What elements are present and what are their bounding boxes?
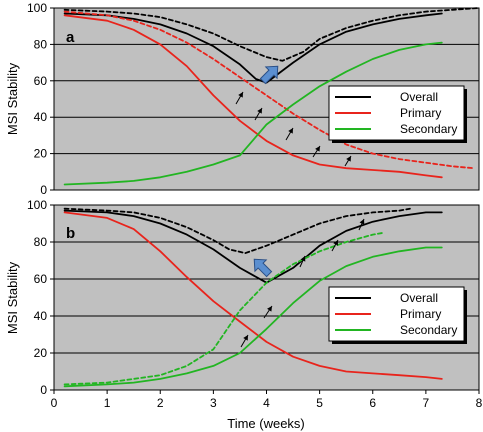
series-line-overall-solid [63, 12, 443, 84]
x-axis-label: Time (weeks) [227, 416, 305, 431]
legend-label-primary: Primary [400, 106, 441, 120]
y-tick-label: 60 [34, 272, 48, 286]
y-tick-labels-b: 0 20 40 60 80 100 [27, 198, 54, 397]
annotation-arrow [299, 255, 306, 268]
panel-b: 0 20 40 60 80 100 0 1 2 3 4 5 6 7 8 b MSI Stability T… [5, 198, 483, 431]
annotation-arrow [235, 91, 244, 105]
x-tick-label: 4 [263, 396, 270, 410]
series-line-primary-solid [63, 14, 443, 179]
y-axis-label-b: MSI Stability [5, 261, 20, 334]
annotation-arrow [358, 218, 365, 231]
series-layer-a [63, 7, 480, 186]
x-tick-label: 6 [369, 396, 376, 410]
legend-label-secondary: Secondary [400, 122, 457, 136]
x-tick-label: 7 [423, 396, 430, 410]
series-line-primary-dashed [63, 10, 475, 170]
panel-a: 0 20 40 60 80 100 a MSI Stability Overall Prim… [5, 1, 480, 197]
legend-b: Overall Primary Secondary [328, 286, 467, 344]
legend-label-overall: Overall [400, 90, 438, 104]
annotations-b [240, 218, 365, 348]
annotations-a [235, 65, 352, 167]
legend-label-primary: Primary [400, 307, 441, 321]
annotation-arrow [344, 155, 352, 167]
x-tick-label: 1 [104, 396, 111, 410]
annotation-arrow [263, 305, 273, 319]
shift-arrow [253, 258, 273, 278]
y-tick-label: 100 [27, 198, 47, 212]
y-tick-label: 20 [34, 147, 48, 161]
y-tick-label: 100 [27, 1, 47, 15]
x-tick-labels: 0 1 2 3 4 5 6 7 8 [51, 390, 483, 410]
y-tick-label: 40 [34, 309, 48, 323]
series-line-secondary-solid [63, 246, 443, 388]
y-tick-label: 80 [34, 235, 48, 249]
legend-a: Overall Primary Secondary [328, 85, 467, 143]
annotation-arrow [312, 145, 321, 158]
series-line-overall-dashed [63, 7, 480, 62]
series-layer-b [63, 207, 443, 388]
y-tick-label: 0 [40, 383, 47, 397]
annotation-arrow [254, 107, 263, 121]
panel-label-a: a [66, 29, 75, 46]
y-tick-label: 60 [34, 74, 48, 88]
y-tick-label: 20 [34, 346, 48, 360]
series-line-overall-dashed [63, 207, 411, 255]
y-axis-label-a: MSI Stability [5, 62, 20, 135]
shift-arrow [259, 65, 279, 85]
panel-label-b: b [66, 225, 75, 242]
series-line-secondary-solid [63, 41, 443, 186]
legend-label-overall: Overall [400, 291, 438, 305]
y-tick-label: 80 [34, 37, 48, 51]
y-tick-label: 0 [40, 183, 47, 197]
y-tick-label: 40 [34, 110, 48, 124]
annotation-arrow [285, 127, 294, 141]
legend-label-secondary: Secondary [400, 323, 457, 337]
x-tick-label: 3 [210, 396, 217, 410]
x-tick-label: 0 [51, 396, 58, 410]
series-line-secondary-dashed [63, 231, 385, 386]
y-tick-labels-a: 0 20 40 60 80 100 [27, 1, 54, 197]
x-tick-label: 5 [316, 396, 323, 410]
series-line-primary-solid [63, 211, 443, 380]
annotation-arrow [331, 239, 339, 252]
annotation-arrow [240, 334, 249, 348]
x-tick-label: 2 [157, 396, 164, 410]
x-tick-label: 8 [476, 396, 483, 410]
